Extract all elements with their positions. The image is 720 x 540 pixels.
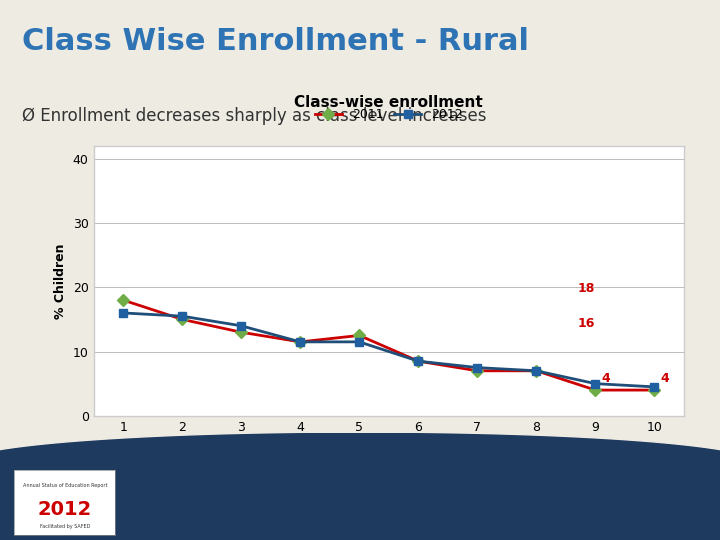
- Text: 16: 16: [577, 317, 595, 330]
- Title: Class-wise enrollment: Class-wise enrollment: [294, 95, 483, 110]
- Text: Ø Enrollment decreases sharply as class level increases: Ø Enrollment decreases sharply as class …: [22, 107, 486, 125]
- Text: Annual Status of Education Report: Annual Status of Education Report: [22, 483, 107, 489]
- Bar: [0, 462, 720, 540]
- Text: Facilitated by SAFED: Facilitated by SAFED: [40, 524, 90, 529]
- Polygon shape: [0, 432, 720, 540]
- Legend: 2011, 2012: 2011, 2012: [310, 104, 468, 126]
- Polygon shape: [0, 432, 720, 462]
- Text: Class Wise Enrollment - Rural: Class Wise Enrollment - Rural: [22, 27, 528, 56]
- Text: 18: 18: [577, 282, 595, 295]
- Text: 4: 4: [601, 372, 610, 385]
- X-axis label: Class: Class: [366, 439, 411, 454]
- Text: 2012: 2012: [37, 501, 92, 519]
- Y-axis label: % Children: % Children: [54, 243, 67, 319]
- Text: 4: 4: [660, 372, 669, 385]
